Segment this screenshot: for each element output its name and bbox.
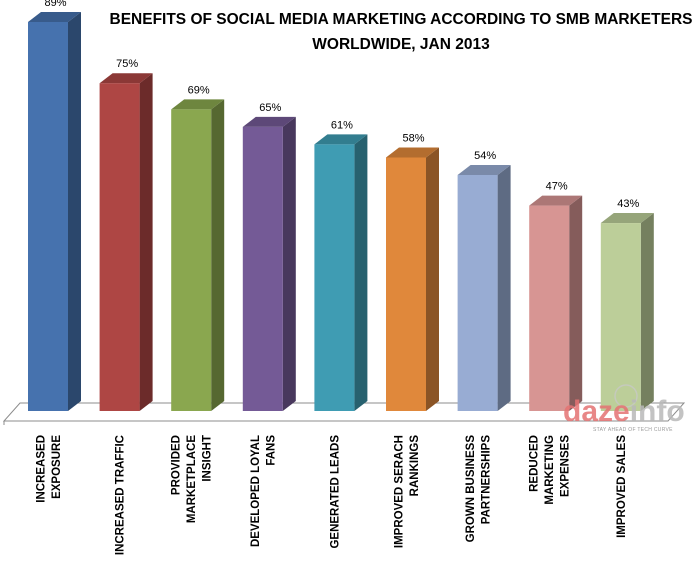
bar-side-3 [211,99,225,411]
category-label-5: GENERATED LEADS [329,435,341,549]
bar-front-5 [314,144,355,411]
bar-top-3 [171,99,225,110]
bars [28,12,654,412]
chart-title-line-1: BENEFITS OF SOCIAL MEDIA MARKETING ACCOR… [110,11,693,28]
chart-title-line-2: WORLDWIDE, JAN 2013 [312,36,490,53]
category-label-1: INCREASED EXPOSURE [35,435,63,503]
bar-side-6 [426,147,439,411]
bar-5 [314,134,368,411]
bar-side-7 [497,164,511,411]
data-label-7: 54% [474,150,496,162]
bar-top-2 [99,73,153,84]
data-label-4: 65% [259,102,281,114]
bar-side-2 [139,73,153,411]
bar-front-7 [457,174,498,411]
bar-front-4 [242,126,283,412]
data-label-3: 69% [188,84,210,96]
bar-front-8 [529,205,570,411]
logo-wordmark: dazeinfo [563,395,685,428]
bar-front-6 [386,157,426,411]
bar-top-5 [314,134,368,145]
bar-top-7 [457,164,511,175]
category-labels: INCREASED EXPOSURE INCREASED TRAFFIC PROVID… [35,435,628,555]
bar-side-4 [282,116,296,412]
bar-top-9 [600,213,654,224]
bar-top-8 [529,195,583,206]
bar-7 [457,164,511,411]
bar-top-1 [28,12,81,22]
bar-8 [529,195,583,411]
category-label-6: IMPROVED SERACH RANKINGS [393,435,421,548]
bar-3 [171,99,225,411]
bar-side-8 [569,195,583,411]
bar-side-5 [354,134,368,411]
bar-top-6 [386,147,439,158]
category-label-2: INCREASED TRAFFIC [115,435,127,555]
data-label-2: 75% [116,58,138,70]
bar-6 [386,147,439,411]
bar-front-3 [171,109,212,411]
bar-front-2 [99,83,140,411]
bar-front-1 [28,22,68,411]
bar-top-4 [242,116,296,127]
logo-tagline: STAY AHEAD OF TECH CURVE [593,427,673,433]
chart-title: BENEFITS OF SOCIAL MEDIA MARKETING ACCOR… [110,11,693,53]
data-labels: 89% 75% 69% 65% 61% 58% 54% 47% 43% [44,0,639,210]
data-label-6: 58% [402,132,424,144]
bar-2 [99,73,153,411]
category-label-7: GROWN BUSINESS PARTNERSHIPS [465,435,493,543]
data-label-5: 61% [331,119,353,131]
data-label-1: 89% [44,0,66,9]
category-label-9: IMPROVED SALES [616,435,628,538]
bar-side-9 [640,213,654,411]
category-label-3: PROVIDED MARKETPLACE INSIGHT [171,435,214,523]
bar-front-9 [600,223,641,411]
category-label-4: DEVELOPED LOYAL FANS [250,435,278,547]
bar-1 [28,12,81,411]
bar-4 [242,116,296,412]
bar-side-1 [68,12,81,411]
logo-ring-icon [614,384,638,408]
data-label-8: 47% [546,181,568,193]
bar-9 [600,213,654,411]
category-label-8: REDUCED MARKETING EXPENSES [529,435,572,505]
data-label-9: 43% [617,198,639,210]
